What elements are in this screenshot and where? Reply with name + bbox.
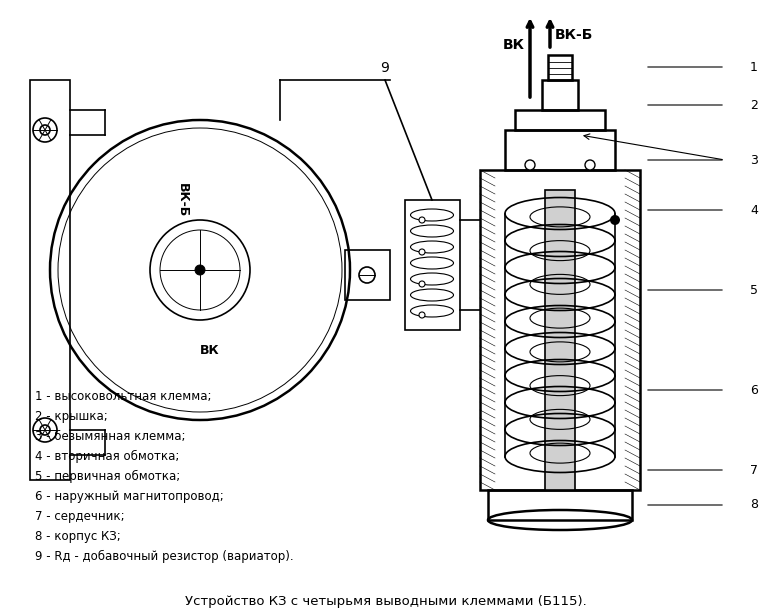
Text: 1: 1 <box>750 60 758 73</box>
Circle shape <box>419 312 425 318</box>
Text: 3 - безымянная клемма;: 3 - безымянная клемма; <box>35 430 186 443</box>
Text: 5 - первичная обмотка;: 5 - первичная обмотка; <box>35 470 180 483</box>
Text: 4: 4 <box>750 203 758 216</box>
Bar <box>545 190 575 490</box>
Bar <box>480 170 640 490</box>
Circle shape <box>419 217 425 223</box>
Bar <box>515 110 605 130</box>
Circle shape <box>525 160 535 170</box>
Text: 3: 3 <box>750 153 758 166</box>
Text: 8: 8 <box>750 498 758 511</box>
Text: 5: 5 <box>750 283 758 296</box>
Text: Устройство КЗ с четырьмя выводными клеммами (Б115).: Устройство КЗ с четырьмя выводными клемм… <box>185 595 587 608</box>
Circle shape <box>610 215 620 225</box>
Bar <box>542 80 578 110</box>
Bar <box>405 200 460 330</box>
Text: 6 - наружный магнитопровод;: 6 - наружный магнитопровод; <box>35 490 223 503</box>
Text: 9 - Rд - добавочный резистор (вариатор).: 9 - Rд - добавочный резистор (вариатор). <box>35 550 294 563</box>
Bar <box>548 55 572 80</box>
Circle shape <box>419 281 425 287</box>
Text: 7: 7 <box>750 463 758 477</box>
Text: 6: 6 <box>750 384 758 397</box>
Text: 7 - сердечник;: 7 - сердечник; <box>35 510 124 523</box>
Bar <box>30 80 70 480</box>
Circle shape <box>419 249 425 255</box>
Text: ВК: ВК <box>200 344 220 357</box>
Text: 2 - крышка;: 2 - крышка; <box>35 410 107 423</box>
Text: ВК-Б: ВК-Б <box>175 183 189 217</box>
Bar <box>488 490 632 520</box>
Circle shape <box>195 265 205 275</box>
Text: 2: 2 <box>750 99 758 111</box>
Text: 9: 9 <box>380 61 390 75</box>
Circle shape <box>585 160 595 170</box>
Bar <box>345 250 390 300</box>
Text: 4 - вторичная обмотка;: 4 - вторичная обмотка; <box>35 450 179 463</box>
Text: ВК: ВК <box>503 38 525 52</box>
Text: 8 - корпус КЗ;: 8 - корпус КЗ; <box>35 530 121 543</box>
Text: 1 - высоковольтная клемма;: 1 - высоковольтная клемма; <box>35 390 212 403</box>
Text: ВК-Б: ВК-Б <box>555 28 594 42</box>
Bar <box>505 130 615 170</box>
